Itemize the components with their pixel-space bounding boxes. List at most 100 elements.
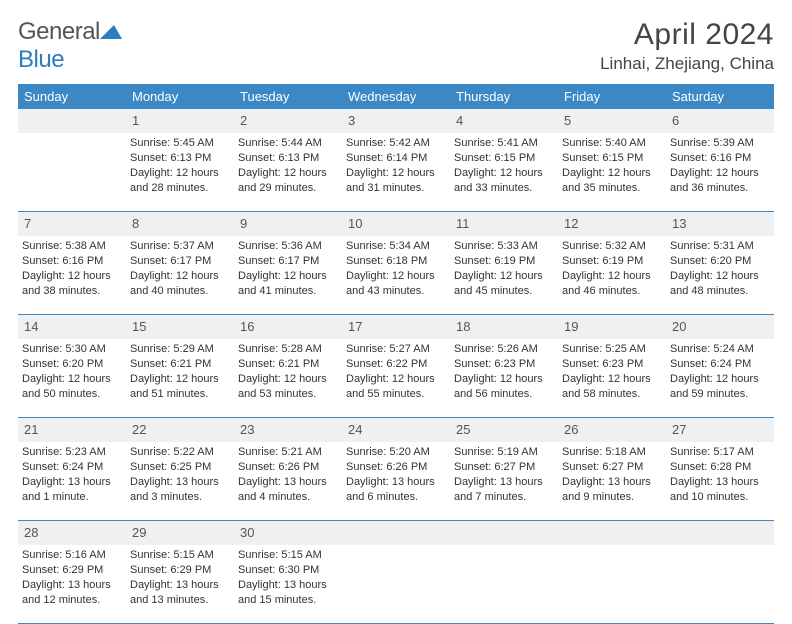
daynum-cell: 16 <box>234 315 342 339</box>
sunrise-line: Sunrise: 5:37 AM <box>130 239 230 254</box>
day-number: 28 <box>24 525 38 540</box>
day-number: 8 <box>132 216 139 231</box>
daynum-cell: 18 <box>450 315 558 339</box>
sunrise-line: Sunrise: 5:38 AM <box>22 239 122 254</box>
daynum-cell <box>342 521 450 545</box>
daylight-line: Daylight: 12 hours and 38 minutes. <box>22 269 122 299</box>
daynum-row: 123456 <box>18 109 774 133</box>
detail-cell: Sunrise: 5:18 AMSunset: 6:27 PMDaylight:… <box>558 442 666 520</box>
sunset-line: Sunset: 6:19 PM <box>454 254 554 269</box>
logo: General Blue <box>18 18 122 74</box>
day-number: 3 <box>348 113 355 128</box>
day-number: 19 <box>564 319 578 334</box>
weekday-sunday: Sunday <box>18 84 126 109</box>
sunset-line: Sunset: 6:16 PM <box>22 254 122 269</box>
daynum-cell <box>666 521 774 545</box>
detail-cell: Sunrise: 5:45 AMSunset: 6:13 PMDaylight:… <box>126 133 234 211</box>
day-number: 6 <box>672 113 679 128</box>
daynum-row: 21222324252627 <box>18 418 774 442</box>
daylight-line: Daylight: 12 hours and 48 minutes. <box>670 269 770 299</box>
sunrise-line: Sunrise: 5:15 AM <box>130 548 230 563</box>
day-number: 11 <box>456 216 470 231</box>
sunset-line: Sunset: 6:28 PM <box>670 460 770 475</box>
daynum-row: 14 15 1617 18 19 20 <box>18 315 774 339</box>
daynum-cell: 4 <box>450 109 558 133</box>
sunset-line: Sunset: 6:20 PM <box>22 357 122 372</box>
daylight-line: Daylight: 13 hours and 12 minutes. <box>22 578 122 608</box>
detail-cell: Sunrise: 5:31 AMSunset: 6:20 PMDaylight:… <box>666 236 774 314</box>
daynum-cell: 30 <box>234 521 342 545</box>
weekday-tuesday: Tuesday <box>234 84 342 109</box>
day-number: 15 <box>132 319 146 334</box>
day-number: 21 <box>24 422 38 437</box>
detail-cell: Sunrise: 5:40 AMSunset: 6:15 PMDaylight:… <box>558 133 666 211</box>
weekday-monday: Monday <box>126 84 234 109</box>
sunset-line: Sunset: 6:22 PM <box>346 357 446 372</box>
sunset-line: Sunset: 6:19 PM <box>562 254 662 269</box>
detail-cell: Sunrise: 5:33 AMSunset: 6:19 PMDaylight:… <box>450 236 558 314</box>
detail-cell: Sunrise: 5:19 AMSunset: 6:27 PMDaylight:… <box>450 442 558 520</box>
daylight-line: Daylight: 13 hours and 3 minutes. <box>130 475 230 505</box>
daynum-cell: 14 <box>18 315 126 339</box>
sunrise-line: Sunrise: 5:27 AM <box>346 342 446 357</box>
detail-cell: Sunrise: 5:42 AMSunset: 6:14 PMDaylight:… <box>342 133 450 211</box>
detail-row: Sunrise: 5:45 AMSunset: 6:13 PMDaylight:… <box>18 133 774 212</box>
daylight-line: Daylight: 12 hours and 35 minutes. <box>562 166 662 196</box>
day-number: 4 <box>456 113 463 128</box>
title-block: April 2024 Linhai, Zhejiang, China <box>600 18 774 74</box>
sunset-line: Sunset: 6:20 PM <box>670 254 770 269</box>
day-number: 18 <box>456 319 470 334</box>
sunrise-line: Sunrise: 5:18 AM <box>562 445 662 460</box>
logo-blue: Blue <box>18 46 64 73</box>
daynum-cell: 22 <box>126 418 234 442</box>
daynum-cell <box>450 521 558 545</box>
daynum-cell <box>558 521 666 545</box>
day-number: 13 <box>672 216 686 231</box>
sunrise-line: Sunrise: 5:25 AM <box>562 342 662 357</box>
daylight-line: Daylight: 13 hours and 4 minutes. <box>238 475 338 505</box>
daynum-cell: 26 <box>558 418 666 442</box>
daylight-line: Daylight: 12 hours and 31 minutes. <box>346 166 446 196</box>
daynum-cell: 12 <box>558 212 666 236</box>
daylight-line: Daylight: 12 hours and 29 minutes. <box>238 166 338 196</box>
detail-cell <box>666 545 774 623</box>
sunrise-line: Sunrise: 5:45 AM <box>130 136 230 151</box>
detail-cell <box>18 133 126 211</box>
day-number: 9 <box>240 216 247 231</box>
daynum-cell: 17 <box>342 315 450 339</box>
daynum-cell: 25 <box>450 418 558 442</box>
sunset-line: Sunset: 6:16 PM <box>670 151 770 166</box>
sunset-line: Sunset: 6:21 PM <box>130 357 230 372</box>
detail-cell: Sunrise: 5:44 AMSunset: 6:13 PMDaylight:… <box>234 133 342 211</box>
daynum-cell: 5 <box>558 109 666 133</box>
sunrise-line: Sunrise: 5:34 AM <box>346 239 446 254</box>
location: Linhai, Zhejiang, China <box>600 54 774 74</box>
detail-row: Sunrise: 5:38 AMSunset: 6:16 PMDaylight:… <box>18 236 774 315</box>
sunrise-line: Sunrise: 5:26 AM <box>454 342 554 357</box>
day-number: 25 <box>456 422 470 437</box>
detail-cell: Sunrise: 5:16 AMSunset: 6:29 PMDaylight:… <box>18 545 126 623</box>
sunrise-line: Sunrise: 5:30 AM <box>22 342 122 357</box>
sunrise-line: Sunrise: 5:16 AM <box>22 548 122 563</box>
sunset-line: Sunset: 6:18 PM <box>346 254 446 269</box>
calendar: SundayMondayTuesdayWednesdayThursdayFrid… <box>18 84 774 624</box>
sunrise-line: Sunrise: 5:36 AM <box>238 239 338 254</box>
sunset-line: Sunset: 6:29 PM <box>130 563 230 578</box>
day-number: 5 <box>564 113 571 128</box>
daylight-line: Daylight: 12 hours and 59 minutes. <box>670 372 770 402</box>
sunrise-line: Sunrise: 5:28 AM <box>238 342 338 357</box>
detail-cell: Sunrise: 5:39 AMSunset: 6:16 PMDaylight:… <box>666 133 774 211</box>
sunset-line: Sunset: 6:15 PM <box>454 151 554 166</box>
daylight-line: Daylight: 12 hours and 50 minutes. <box>22 372 122 402</box>
sunrise-line: Sunrise: 5:24 AM <box>670 342 770 357</box>
sunrise-line: Sunrise: 5:21 AM <box>238 445 338 460</box>
day-number: 12 <box>564 216 578 231</box>
detail-cell: Sunrise: 5:38 AMSunset: 6:16 PMDaylight:… <box>18 236 126 314</box>
daynum-cell: 13 <box>666 212 774 236</box>
day-number: 20 <box>672 319 686 334</box>
detail-cell: Sunrise: 5:15 AMSunset: 6:30 PMDaylight:… <box>234 545 342 623</box>
detail-cell: Sunrise: 5:23 AMSunset: 6:24 PMDaylight:… <box>18 442 126 520</box>
daylight-line: Daylight: 13 hours and 9 minutes. <box>562 475 662 505</box>
daynum-cell: 15 <box>126 315 234 339</box>
daylight-line: Daylight: 12 hours and 41 minutes. <box>238 269 338 299</box>
